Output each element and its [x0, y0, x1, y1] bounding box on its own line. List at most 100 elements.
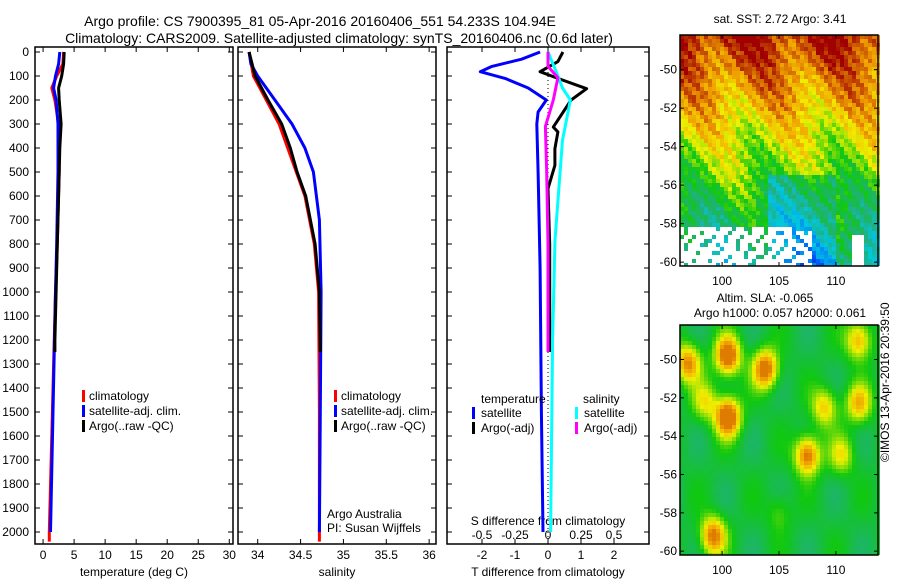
map-cell	[720, 413, 724, 417]
map-cell	[812, 207, 816, 211]
map-cell	[836, 441, 840, 445]
map-cell	[736, 259, 740, 263]
map-cell	[752, 167, 756, 171]
map-cell	[860, 377, 864, 381]
map-cell	[732, 83, 736, 87]
map-cell	[848, 187, 852, 191]
map-cell	[812, 107, 816, 111]
map-cell	[816, 231, 820, 235]
map-cell	[696, 79, 700, 83]
map-cell	[740, 111, 744, 115]
map-cell	[820, 425, 824, 429]
map-cell	[856, 199, 860, 203]
map-cell	[812, 385, 816, 389]
map-cell	[716, 453, 720, 457]
map-cell	[856, 441, 860, 445]
map-cell	[736, 263, 740, 266]
map-cell	[692, 115, 696, 119]
map-cell	[784, 341, 788, 345]
map-cell	[804, 47, 808, 51]
map-cell	[776, 211, 780, 215]
map-cell	[784, 107, 788, 111]
map-cell	[856, 35, 860, 39]
map-cell	[832, 235, 836, 239]
map-cell	[764, 247, 768, 251]
map-cell	[824, 219, 828, 223]
map-cell	[732, 211, 736, 215]
map-cell	[780, 103, 784, 107]
map-cell	[812, 353, 816, 357]
map-cell	[844, 453, 848, 457]
map-cell	[812, 413, 816, 417]
map-cell	[776, 191, 780, 195]
map-cell	[712, 139, 716, 143]
map-cell	[804, 457, 808, 461]
map-cell	[784, 91, 788, 95]
map-cell	[804, 99, 808, 103]
map-cell	[712, 353, 716, 357]
map-cell	[716, 377, 720, 381]
map-cell	[720, 235, 724, 239]
map-cell	[868, 111, 872, 115]
map-cell	[772, 207, 776, 211]
map-cell	[712, 183, 716, 187]
map-cell	[776, 47, 780, 51]
map-cell	[764, 421, 768, 425]
map-cell	[772, 139, 776, 143]
map-cell	[740, 59, 744, 63]
map-cell	[772, 341, 776, 345]
map-cell	[708, 163, 712, 167]
map-cell	[692, 71, 696, 75]
map-cell	[872, 59, 876, 63]
map-cell	[756, 187, 760, 191]
map-cell	[824, 437, 828, 441]
map-cell	[720, 401, 724, 405]
map-cell	[784, 231, 788, 235]
map-cell	[728, 183, 732, 187]
map-cell	[872, 163, 876, 167]
map-cell	[860, 35, 864, 39]
map-cell	[696, 115, 700, 119]
map-cell	[756, 457, 760, 461]
map-cell	[840, 115, 844, 119]
map-cell	[688, 127, 692, 131]
map-cell	[864, 349, 868, 353]
map-cell	[780, 393, 784, 397]
map-cell	[780, 373, 784, 377]
map-cell	[704, 127, 708, 131]
map-cell	[856, 401, 860, 405]
map-cell	[820, 449, 824, 453]
map-cell	[748, 425, 752, 429]
map-cell	[708, 259, 712, 263]
map-cell	[744, 159, 748, 163]
map-cell	[768, 349, 772, 353]
map-cell	[848, 445, 852, 449]
map-cell	[848, 341, 852, 345]
map-cell	[864, 107, 868, 111]
map-cell	[820, 159, 824, 163]
map-cell	[856, 203, 860, 207]
map-cell	[708, 389, 712, 393]
map-cell	[824, 405, 828, 409]
map-cell	[724, 341, 728, 345]
map-cell	[836, 465, 840, 469]
map-cell	[740, 437, 744, 441]
map-cell	[844, 429, 848, 433]
map-cell	[800, 333, 804, 337]
map-cell	[768, 211, 772, 215]
map-cell	[704, 353, 708, 357]
map-cell	[704, 345, 708, 349]
map-cell	[716, 413, 720, 417]
map-cell	[680, 255, 684, 259]
map-cell	[796, 123, 800, 127]
map-cell	[788, 43, 792, 47]
map-cell	[864, 35, 868, 39]
map-cell	[808, 79, 812, 83]
map-cell	[740, 421, 744, 425]
map-cell	[840, 389, 844, 393]
map-cell	[760, 103, 764, 107]
map-cell	[696, 151, 700, 155]
map-cell	[796, 139, 800, 143]
map-cell	[764, 119, 768, 123]
map-cell	[752, 199, 756, 203]
